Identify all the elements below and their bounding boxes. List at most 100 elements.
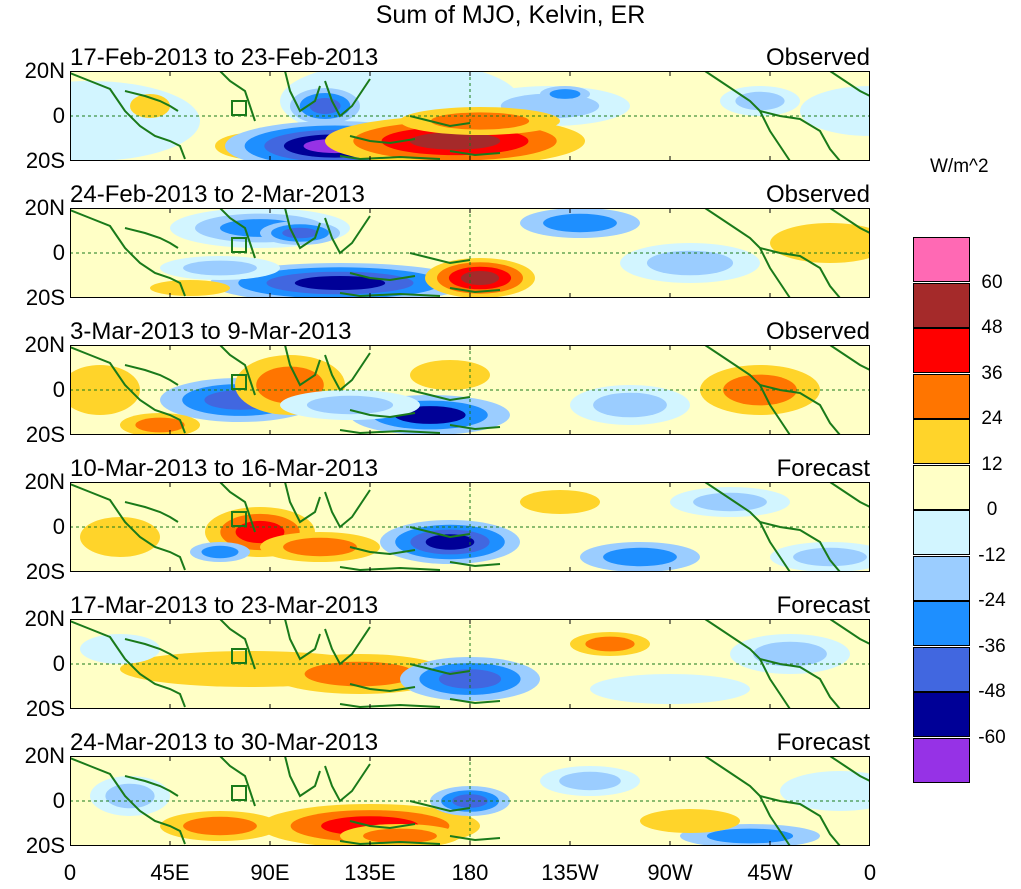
colorbar-swatch <box>913 328 970 373</box>
coastline <box>449 424 501 431</box>
coastline <box>829 208 870 234</box>
colorbar-swatch <box>913 510 970 555</box>
anomaly-contour <box>593 392 667 418</box>
latitude-label: 0 <box>52 514 65 539</box>
coastline <box>70 620 186 708</box>
colorbar-tick-label: 24 <box>981 408 1003 429</box>
region-box <box>231 100 247 116</box>
coastline <box>829 756 870 782</box>
coastline <box>449 150 501 157</box>
colorbar-tick-label: -60 <box>978 726 1006 748</box>
latitude-label: 0 <box>52 103 65 128</box>
anomaly-contour <box>800 86 870 136</box>
coastline <box>339 292 441 298</box>
coastline <box>349 820 416 830</box>
longitude-label: 135E <box>344 860 396 885</box>
coastline <box>284 756 321 798</box>
coastline <box>409 115 471 128</box>
map-frame <box>70 71 870 161</box>
anomaly-contour <box>363 828 437 844</box>
coastline <box>284 71 321 113</box>
coastline <box>349 409 416 419</box>
latitude-label: 0 <box>52 788 65 813</box>
map-panel-2: 24-Feb-2013 to 2-Mar-2013 Observed <box>70 182 870 298</box>
coastline <box>219 482 256 533</box>
coastline <box>349 683 416 693</box>
anomaly-contour <box>430 112 530 130</box>
map-frame <box>70 345 870 435</box>
coastline <box>339 703 441 709</box>
colorbar-swatch <box>913 737 970 783</box>
coastline <box>704 345 761 386</box>
coastline <box>284 345 321 387</box>
anomaly-contour <box>425 534 475 550</box>
panel-status: Forecast <box>776 592 870 619</box>
coastline <box>324 352 371 392</box>
coastline <box>124 90 179 112</box>
latitude-label: 20N <box>24 332 65 357</box>
latitude-label: 20N <box>24 743 65 768</box>
anomaly-map <box>70 482 870 572</box>
coastline <box>339 155 441 161</box>
coastline <box>704 208 761 249</box>
coastline <box>219 756 256 807</box>
coastline <box>339 840 441 846</box>
anomaly-contour <box>409 132 501 150</box>
colorbar-tick-label: -36 <box>978 635 1006 657</box>
map-frame <box>70 482 870 572</box>
colorbar-tick-label: -12 <box>978 544 1006 566</box>
colorbar-swatch <box>913 282 970 328</box>
coastline <box>759 247 841 298</box>
panel-date-range: 24-Feb-2013 to 2-Mar-2013 <box>70 181 365 208</box>
anomaly-contour <box>706 828 794 844</box>
coastline <box>759 110 791 161</box>
anomaly-contour <box>590 674 750 704</box>
coastline <box>284 619 321 661</box>
coastline <box>759 795 841 846</box>
panel-status: Observed <box>765 318 870 345</box>
map-panel-6: 24-Mar-2013 to 30-Mar-2013 Forecast <box>70 730 870 846</box>
coastline <box>759 795 791 846</box>
anomaly-contour <box>235 520 285 544</box>
colorbar-swatch <box>913 692 970 737</box>
region-box <box>231 648 247 664</box>
anomaly-contour <box>150 280 230 296</box>
anomaly-contour <box>410 360 490 390</box>
longitude-label: 180 <box>451 860 489 885</box>
map-panel-1: 17-Feb-2013 to 23-Feb-2013 Observed <box>70 45 870 161</box>
anomaly-contour <box>105 783 155 809</box>
coastline <box>339 566 441 572</box>
coastline <box>339 429 441 435</box>
coastline <box>829 71 870 97</box>
coastline <box>704 71 761 112</box>
longitude-label: 135W <box>541 860 599 885</box>
coastline <box>449 287 501 294</box>
colorbar-swatch <box>913 601 970 646</box>
anomaly-contour <box>640 809 740 833</box>
anomaly-contour <box>549 89 581 99</box>
coastline <box>449 561 501 568</box>
coastline <box>349 272 416 282</box>
longitude-label: 45W <box>747 860 793 885</box>
coastline <box>219 345 256 396</box>
longitude-label: 90W <box>647 860 693 885</box>
latitude-label: 20S <box>25 148 65 173</box>
anomaly-contour <box>559 771 621 791</box>
latitude-label: 20S <box>25 559 65 584</box>
longitude-label: 90E <box>250 860 290 885</box>
coastline <box>409 526 471 539</box>
panel-date-range: 17-Mar-2013 to 23-Mar-2013 <box>70 592 379 619</box>
coastline <box>409 389 471 402</box>
anomaly-contour <box>306 395 394 415</box>
coastline <box>759 521 841 572</box>
latitude-label: 20S <box>25 833 65 858</box>
coastline <box>409 800 471 813</box>
coastline <box>449 835 501 842</box>
coastline <box>324 78 371 118</box>
coastline <box>70 757 186 845</box>
coastline <box>759 110 841 161</box>
coastline <box>829 482 870 508</box>
panel-date-range: 3-Mar-2013 to 9-Mar-2013 <box>70 318 352 345</box>
anomaly-contour <box>543 213 617 233</box>
colorbar-tick-label: 48 <box>981 317 1003 338</box>
